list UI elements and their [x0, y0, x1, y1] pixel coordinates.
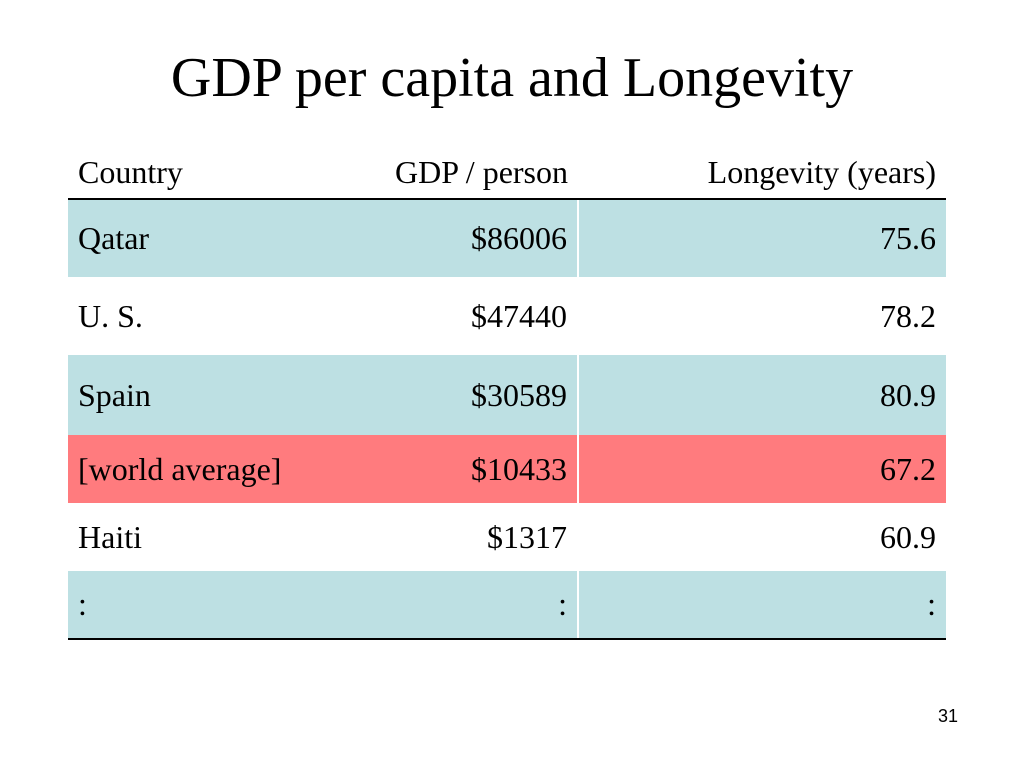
- gdp-cell: $10433: [333, 435, 579, 503]
- gdp-longevity-table: Country GDP / person Longevity (years) Q…: [68, 146, 946, 640]
- slide-title: GDP per capita and Longevity: [170, 47, 854, 109]
- table-row: [world average] $10433 67.2: [68, 435, 946, 503]
- page-number: 31: [937, 706, 958, 726]
- table-header-row: Country GDP / person Longevity (years): [68, 146, 946, 200]
- gdp-cell: :: [333, 571, 579, 640]
- longevity-cell: 60.9: [880, 518, 936, 555]
- table-row: : : :: [68, 571, 946, 640]
- longevity-cell: 75.6: [880, 220, 936, 256]
- header-gdp: GDP / person: [333, 146, 578, 200]
- table-row: Spain $30589 80.9: [68, 355, 946, 435]
- longevity-cell: 67.2: [880, 450, 936, 487]
- header-country: Country: [68, 146, 333, 200]
- table-row: Haiti $1317 60.9: [68, 503, 946, 571]
- gdp-cell: $30589: [333, 355, 579, 435]
- country-cell: Qatar: [78, 220, 150, 256]
- longevity-cell: 78.2: [880, 297, 936, 334]
- country-cell: :: [68, 571, 333, 640]
- table-row: U. S. $47440 78.2: [68, 277, 946, 355]
- gdp-cell: $47440: [333, 277, 579, 355]
- country-cell: [world average]: [78, 450, 282, 487]
- gdp-cell: $86006: [333, 199, 579, 277]
- header-longevity: Longevity (years): [578, 146, 946, 200]
- longevity-cell: 80.9: [880, 376, 936, 413]
- longevity-cell: :: [578, 571, 946, 640]
- gdp-cell: $1317: [333, 503, 579, 571]
- country-cell: U. S.: [78, 297, 143, 334]
- country-cell: Haiti: [78, 518, 142, 555]
- table-row: Qatar $86006 75.6: [68, 199, 946, 277]
- country-cell: Spain: [78, 376, 151, 413]
